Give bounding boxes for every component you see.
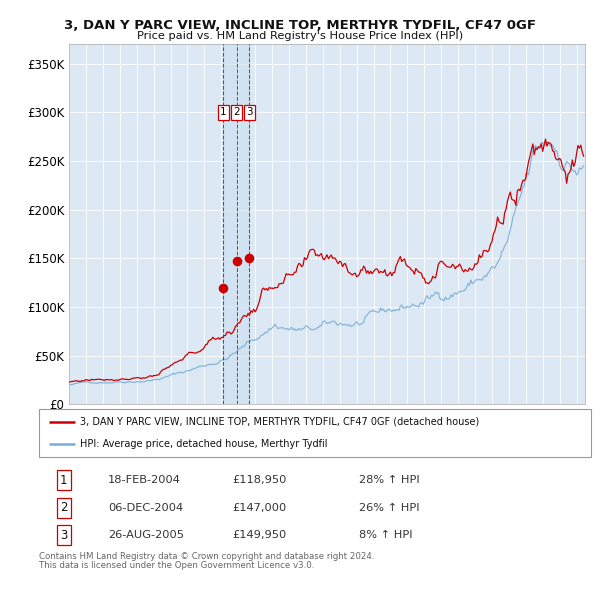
Bar (223, 44, 249, 404)
Text: Contains HM Land Registry data © Crown copyright and database right 2024.: Contains HM Land Registry data © Crown c… (39, 552, 374, 561)
Text: £118,950: £118,950 (232, 476, 287, 485)
Text: 3, DAN Y PARC VIEW, INCLINE TOP, MERTHYR TYDFIL, CF47 0GF (detached house): 3, DAN Y PARC VIEW, INCLINE TOP, MERTHYR… (80, 417, 479, 427)
FancyBboxPatch shape (39, 409, 591, 457)
Point (232, 257, 242, 266)
Text: 2: 2 (233, 107, 240, 117)
Text: 28% ↑ HPI: 28% ↑ HPI (359, 476, 420, 485)
Point (244, 254, 254, 263)
Text: HPI: Average price, detached house, Merthyr Tydfil: HPI: Average price, detached house, Mert… (80, 439, 328, 449)
Text: 3, DAN Y PARC VIEW, INCLINE TOP, MERTHYR TYDFIL, CF47 0GF: 3, DAN Y PARC VIEW, INCLINE TOP, MERTHYR… (64, 19, 536, 32)
Text: 18-FEB-2004: 18-FEB-2004 (108, 476, 181, 485)
Text: 06-DEC-2004: 06-DEC-2004 (108, 503, 183, 513)
Text: £147,000: £147,000 (232, 503, 286, 513)
Text: 3: 3 (246, 107, 253, 117)
Text: 2: 2 (60, 501, 68, 514)
Text: 26% ↑ HPI: 26% ↑ HPI (359, 503, 420, 513)
Text: 8% ↑ HPI: 8% ↑ HPI (359, 530, 413, 540)
Text: 3: 3 (60, 529, 68, 542)
Text: £149,950: £149,950 (232, 530, 286, 540)
Text: 1: 1 (60, 474, 68, 487)
Text: This data is licensed under the Open Government Licence v3.0.: This data is licensed under the Open Gov… (39, 561, 314, 570)
Text: 26-AUG-2005: 26-AUG-2005 (108, 530, 184, 540)
Text: 1: 1 (220, 107, 227, 117)
Point (218, 284, 228, 293)
Text: Price paid vs. HM Land Registry's House Price Index (HPI): Price paid vs. HM Land Registry's House … (137, 31, 463, 41)
